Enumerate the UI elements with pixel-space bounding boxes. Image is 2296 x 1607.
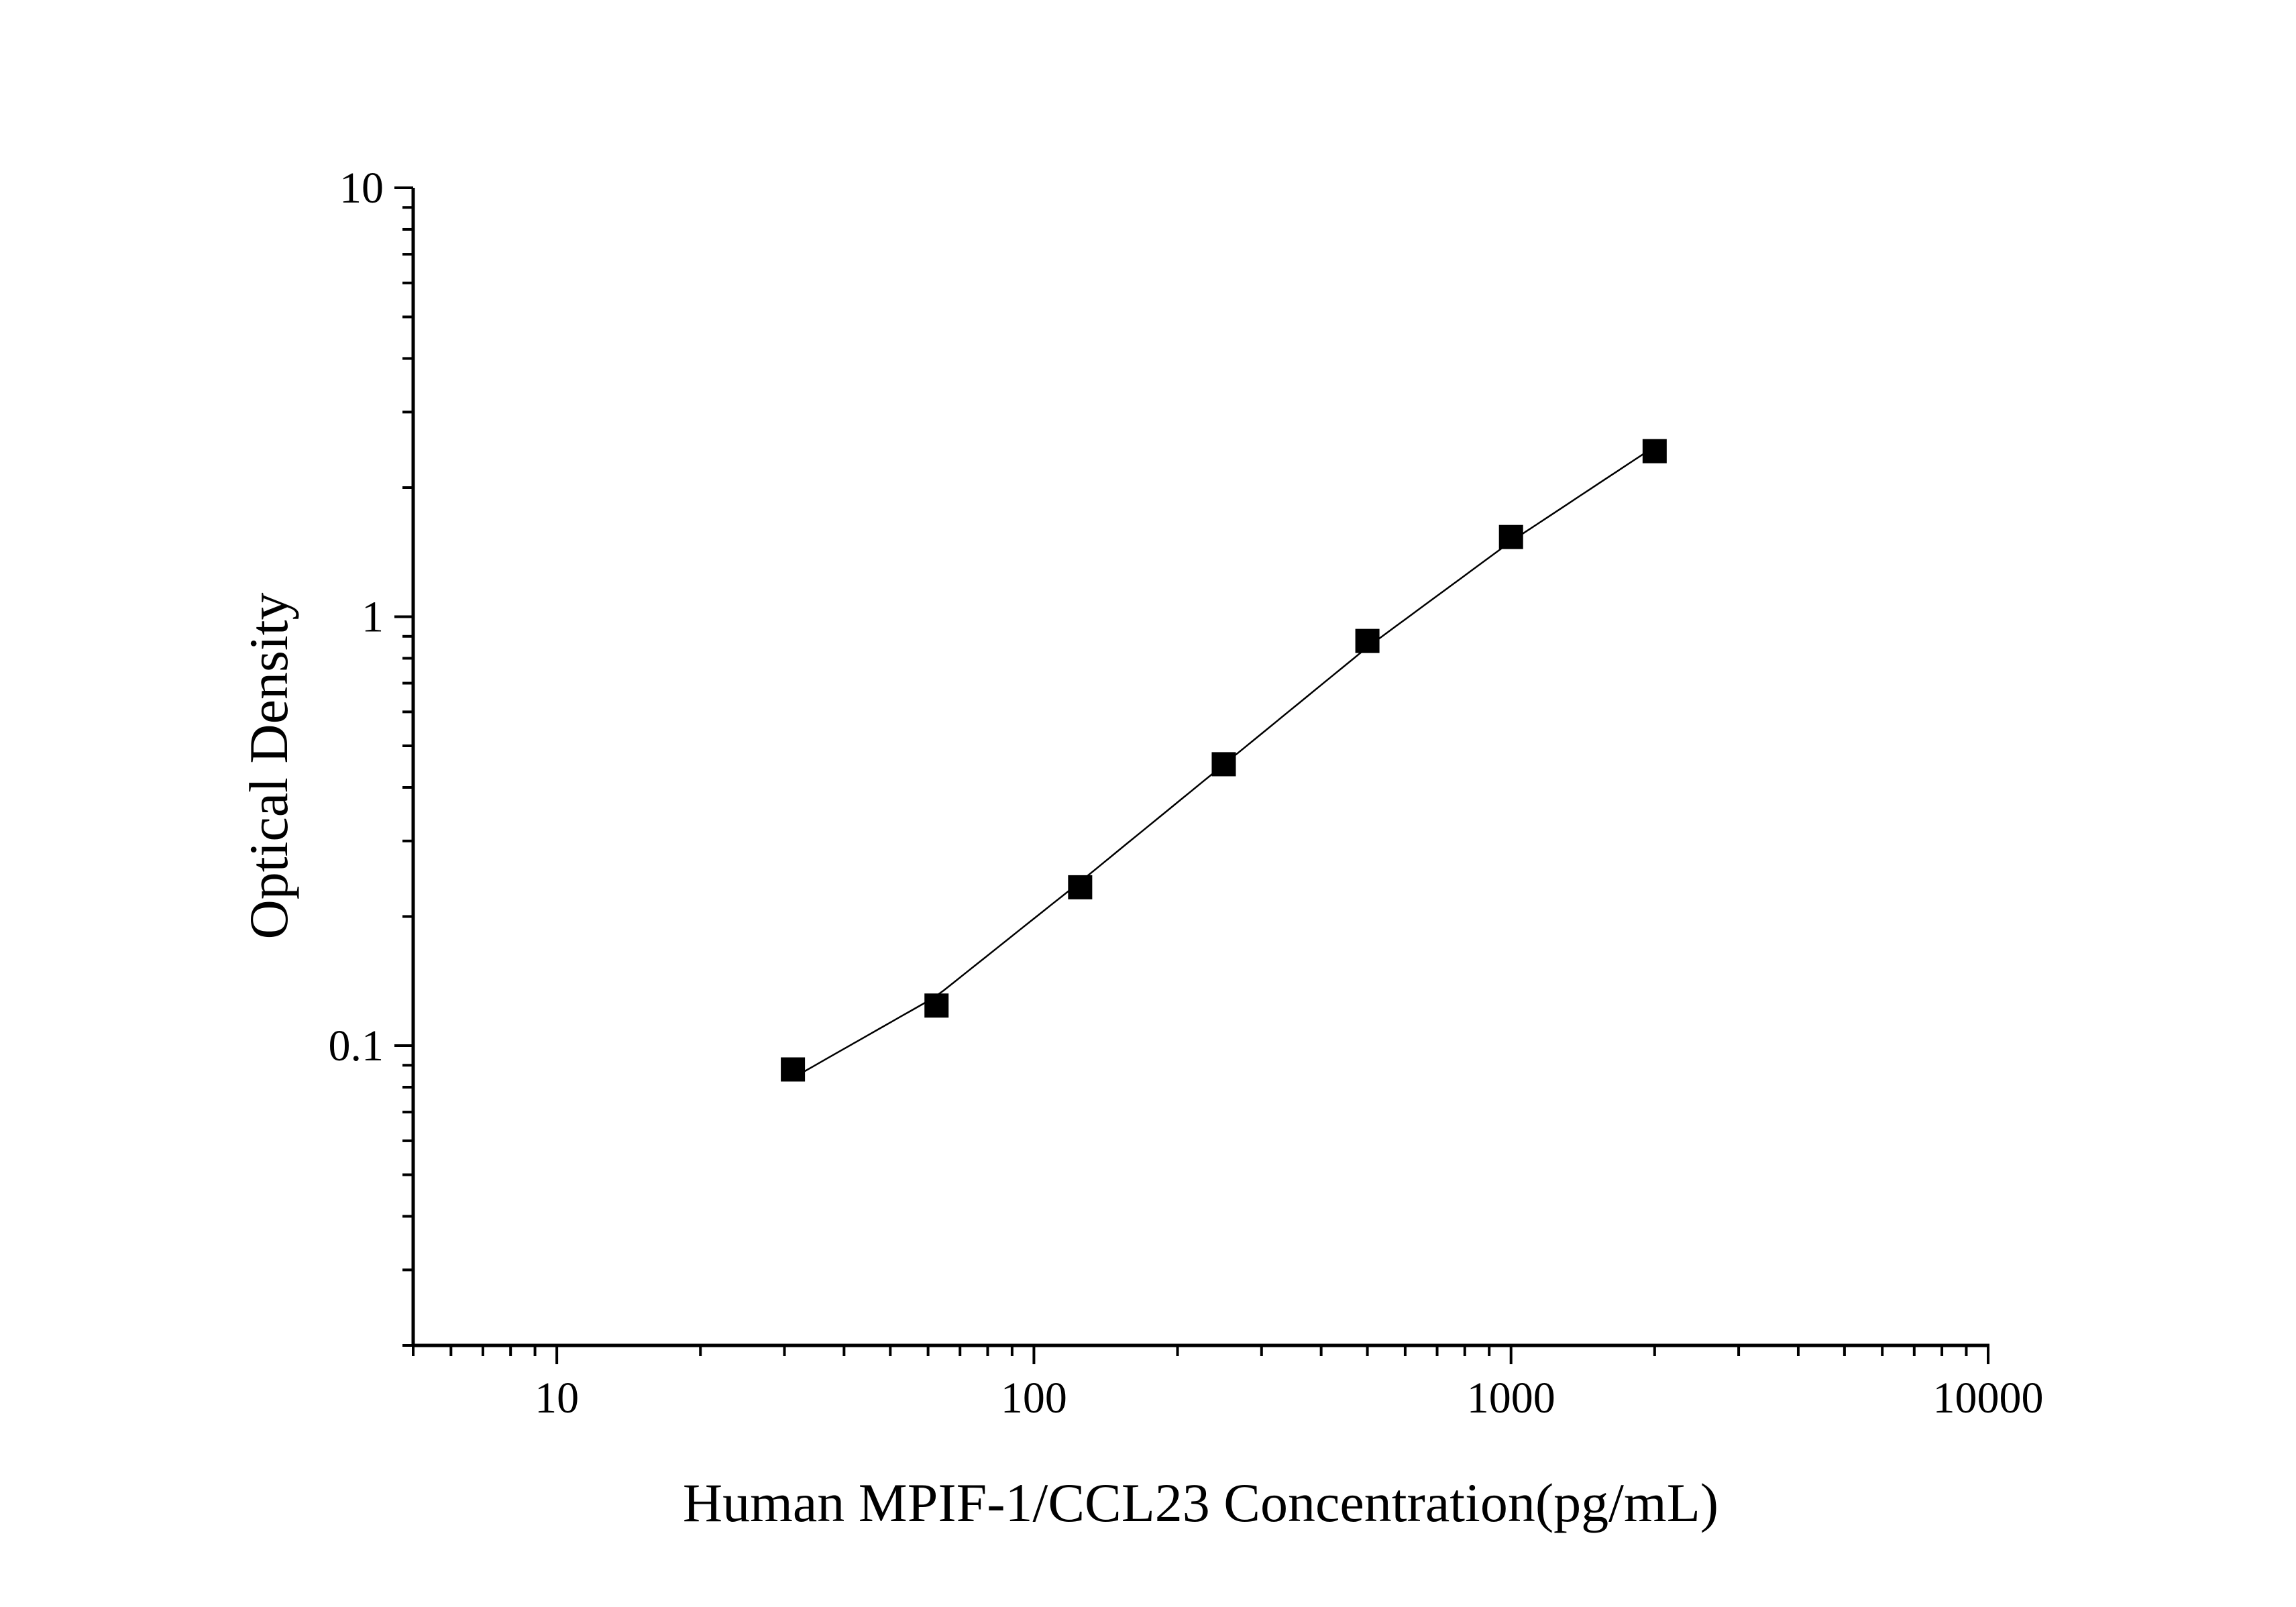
x-ticks: 10 100 1000 10000 bbox=[412, 1345, 2044, 1423]
x-axis-title: Human MPIF-1/CCL23 Concentration(pg/mL) bbox=[683, 1472, 1718, 1533]
y-tick-label: 1 bbox=[362, 593, 384, 642]
x-tick-label: 1000 bbox=[1467, 1374, 1555, 1423]
y-tick-label: 10 bbox=[339, 164, 384, 213]
data-point-marker bbox=[1211, 752, 1236, 777]
x-tick-label: 10 bbox=[535, 1374, 579, 1423]
data-point-marker bbox=[781, 1057, 806, 1082]
x-tick-label: 10000 bbox=[1933, 1374, 2044, 1423]
y-tick-label: 0.1 bbox=[329, 1021, 384, 1070]
data-point-marker bbox=[1068, 875, 1093, 899]
data-point-marker bbox=[924, 993, 949, 1018]
data-point-marker bbox=[1498, 524, 1523, 549]
data-markers bbox=[781, 439, 1667, 1082]
axes: 10 100 1000 10000 0.1 1 10 bbox=[329, 164, 2044, 1423]
y-axis-title: Optical Density bbox=[238, 593, 299, 940]
y-ticks: 0.1 1 10 bbox=[329, 164, 413, 1347]
data-point-marker bbox=[1642, 439, 1667, 463]
data-point-marker bbox=[1355, 628, 1380, 653]
x-tick-label: 100 bbox=[1001, 1374, 1067, 1423]
